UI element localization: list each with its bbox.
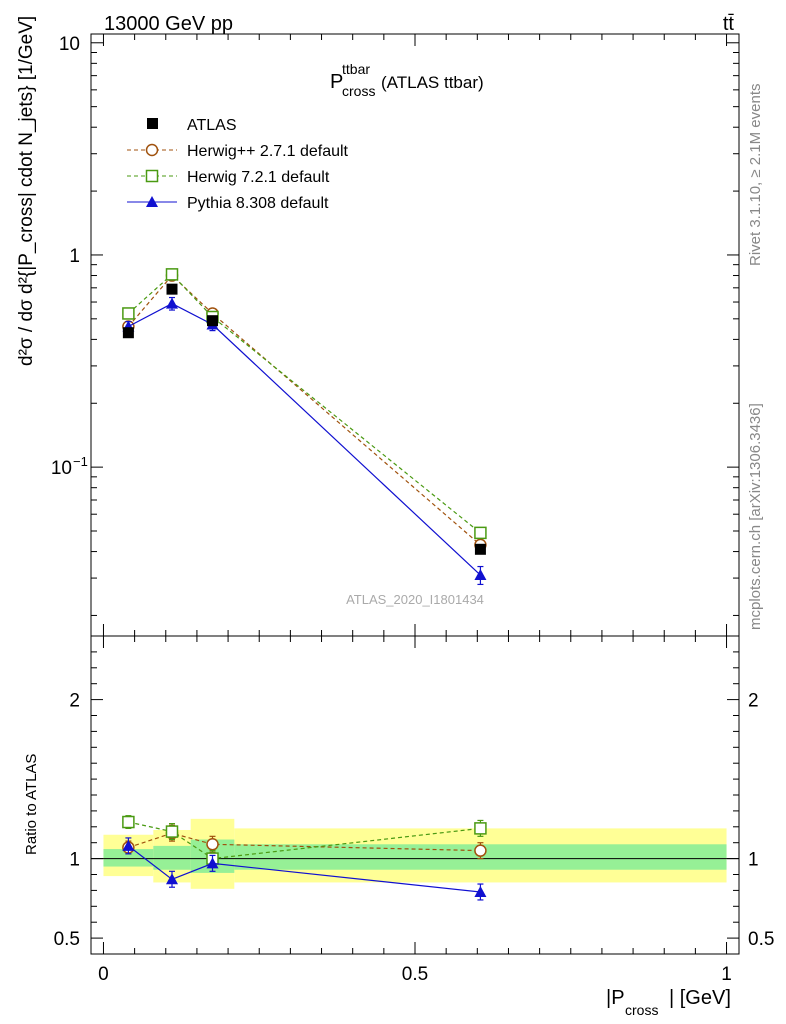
ratio-y-tick-label: 1: [69, 850, 80, 871]
ratio-point-pythia-8-308-default: [166, 873, 178, 885]
ratio-point-pythia-8-308-default: [122, 839, 135, 851]
ratio-line-herwig-7-2-1-default: [128, 821, 481, 860]
main-point-pythia-8-308-default: [166, 297, 178, 309]
main-point-atlas: [474, 543, 486, 555]
ratio-band-inner: [103, 849, 154, 867]
main-point-atlas: [207, 315, 218, 327]
main-series-pythia-8-308-default: [122, 296, 487, 586]
legend-label-pythia: Pythia 8.308 default: [187, 195, 329, 212]
ratio-point-herwig-7-2-1-default: [165, 825, 179, 838]
title-sup: ttbar: [342, 61, 370, 77]
main-line-pythia-8-308-default: [128, 302, 481, 576]
ratio-series-pythia-8-308-default: [122, 837, 487, 901]
ratio-point-herwig-2-7-1-default: [206, 838, 219, 851]
legend-label-herwig7: Herwig 7.2.1 default: [187, 169, 330, 186]
ratio-band-inner: [153, 845, 191, 870]
ratio-y-tick-label: 2: [69, 691, 80, 712]
y-tick-label: 1: [69, 246, 80, 267]
header-left: 13000 GeV pp: [104, 13, 233, 35]
ratio-line-pythia-8-308-default: [128, 845, 481, 893]
ratio-y-tick-label-right: 0.5: [748, 929, 774, 950]
y-tick-label-exponent: −1: [73, 454, 88, 469]
ratio-point-herwig-7-2-1-default: [474, 822, 487, 835]
main-title: P ttbar cross (ATLAS ttbar): [330, 61, 484, 99]
x-label-sub: cross: [625, 1002, 658, 1018]
x-axis-label: |P cross | [GeV]: [606, 987, 731, 1018]
rivet-version-text: Rivet 3.1.10, ≥ 2.1M events: [747, 84, 764, 267]
main-point-herwig-7-2-1-default: [165, 268, 179, 281]
main-point-pythia-8-308-default: [474, 569, 487, 581]
legend-entry-herwigpp: Herwig++ 2.7.1 default: [127, 143, 349, 160]
title-sub: cross: [342, 83, 375, 99]
main-point-atlas: [122, 327, 134, 339]
legend: ATLAS Herwig++ 2.7.1 default Herwig 7.2.…: [127, 117, 349, 212]
legend-marker-herwig7: [145, 169, 159, 183]
main-series-herwig-7-2-1-default: [122, 268, 487, 540]
main-series-atlas: [122, 283, 486, 555]
title-rest: (ATLAS ttbar): [381, 73, 484, 92]
x-tick-label: 0: [98, 964, 109, 985]
x-tick-label: 1: [721, 964, 732, 985]
legend-marker-pythia: [146, 196, 158, 207]
main-point-herwig-7-2-1-default: [474, 526, 487, 540]
main-point-atlas: [166, 283, 178, 295]
y-tick-label: 10: [59, 34, 80, 55]
ratio-y-tick-label: 0.5: [54, 929, 80, 950]
ratio-axes: 0.5 0.5 1 1 2 2 0 0.5 1: [54, 636, 774, 985]
analysis-watermark: ATLAS_2020_I1801434: [346, 592, 484, 607]
ratio-point-herwig-2-7-1-default: [474, 844, 487, 857]
ratio-point-pythia-8-308-default: [206, 857, 219, 869]
ratio-panel: 0.5 0.5 1 1 2 2 0 0.5 1 Ratio to ATLAS |P cross …: [23, 635, 774, 1018]
legend-label-herwigpp: Herwig++ 2.7.1 default: [187, 143, 349, 160]
legend-entry-pythia: Pythia 8.308 default: [127, 195, 329, 212]
main-line-herwig-2-7-1-default: [127, 274, 481, 546]
main-y-label: d²σ / dσ d²{|P_cross| cdot N_jets} [1/Ge…: [16, 16, 37, 366]
ratio-point-pythia-8-308-default: [474, 885, 487, 897]
legend-entry-atlas: ATLAS: [147, 117, 237, 134]
main-line-herwig-7-2-1-default: [127, 273, 481, 534]
y-tick-label: 10: [51, 458, 72, 479]
ratio-bands: [91, 818, 739, 889]
title-main: P: [330, 71, 343, 93]
header-right: tt̄: [723, 13, 735, 35]
ratio-line-herwig-2-7-1-default: [128, 832, 481, 852]
ratio-point-herwig-7-2-1-default: [122, 815, 135, 829]
main-point-herwig-7-2-1-default: [122, 307, 135, 320]
legend-label-atlas: ATLAS: [187, 117, 237, 134]
legend-entry-herwig7: Herwig 7.2.1 default: [127, 169, 330, 186]
x-label-rest: | [GeV]: [669, 987, 731, 1009]
ratio-y-tick-label-right: 2: [748, 691, 759, 712]
main-marks: [122, 268, 487, 586]
ratio-marks: [122, 815, 487, 901]
legend-marker-herwigpp: [145, 143, 159, 157]
ratio-frame: [90, 635, 740, 955]
mcplots-text: mcplots.cern.ch [arXiv:1306.3436]: [747, 403, 764, 630]
ratio-y-tick-label-right: 1: [748, 850, 759, 871]
x-tick-label: 0.5: [402, 964, 428, 985]
legend-marker-atlas: [147, 118, 158, 129]
x-label-main: |P: [606, 987, 625, 1009]
ratio-y-label: Ratio to ATLAS: [23, 754, 40, 855]
